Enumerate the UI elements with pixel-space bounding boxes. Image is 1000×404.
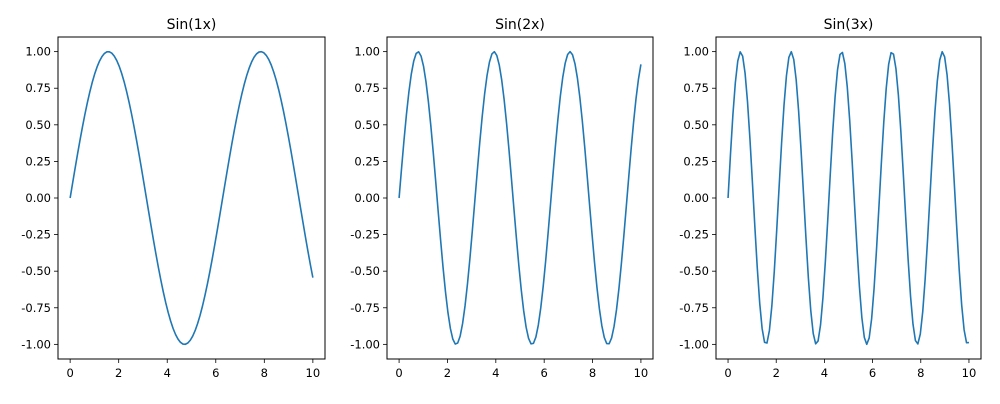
axes-frame bbox=[715, 36, 982, 360]
x-tick-label: 2 bbox=[444, 366, 451, 380]
x-tick-label: 6 bbox=[541, 366, 548, 380]
y-tick-label: 0.75 bbox=[354, 81, 380, 95]
y-tick-label: 0.75 bbox=[683, 81, 709, 95]
chart-title: Sin(1x) bbox=[167, 17, 217, 33]
y-tick-label: -0.25 bbox=[21, 228, 51, 242]
x-tick-label: 8 bbox=[589, 366, 596, 380]
x-tick-label: 2 bbox=[115, 366, 122, 380]
line-series bbox=[727, 50, 969, 346]
y-tick-label: -0.25 bbox=[350, 228, 380, 242]
y-tick-label: 0.25 bbox=[25, 154, 51, 168]
x-tick-label: 0 bbox=[395, 366, 402, 380]
y-tick-label: -0.25 bbox=[679, 228, 709, 242]
y-tick-label: 0.00 bbox=[354, 191, 380, 205]
y-tick-label: 0.50 bbox=[683, 118, 709, 132]
y-tick-label: 1.00 bbox=[354, 45, 380, 59]
y-tick-label: 0.25 bbox=[683, 154, 709, 168]
line-series bbox=[398, 50, 642, 345]
y-tick-label: 0.00 bbox=[683, 191, 709, 205]
x-tick-label: 4 bbox=[821, 366, 828, 380]
y-tick-label: 0.75 bbox=[25, 81, 51, 95]
y-tick-label: -0.75 bbox=[21, 301, 51, 315]
y-tick-label: 1.00 bbox=[683, 45, 709, 59]
subplot-2: Sin(2x) 0 2 4 6 8 10 1.00 0.75 0.50 0.25 0.00 -0.25 -… bbox=[350, 17, 654, 380]
line-series bbox=[69, 50, 314, 346]
y-tick-label: -0.75 bbox=[350, 301, 380, 315]
x-tick-label: 6 bbox=[869, 366, 876, 380]
chart-title: Sin(2x) bbox=[495, 17, 545, 33]
x-tick-label: 10 bbox=[306, 366, 321, 380]
x-tick-label: 2 bbox=[773, 366, 780, 380]
x-tick-label: 4 bbox=[164, 366, 171, 380]
y-tick-label: 0.50 bbox=[354, 118, 380, 132]
y-tick-label: -1.00 bbox=[21, 337, 51, 351]
x-tick-label: 8 bbox=[261, 366, 268, 380]
x-tick-label: 6 bbox=[212, 366, 219, 380]
subplot-1: Sin(1x) 0 2 4 6 8 10 1.00 0.75 0.50 0.25 0.00 -0.25 -… bbox=[21, 17, 326, 380]
y-tick-label: -1.00 bbox=[350, 337, 380, 351]
y-tick-label: 0.25 bbox=[354, 154, 380, 168]
x-tick-label: 0 bbox=[724, 366, 731, 380]
y-tick-label: -1.00 bbox=[679, 337, 709, 351]
x-tick-label: 8 bbox=[917, 366, 924, 380]
y-tick-label: -0.50 bbox=[21, 264, 51, 278]
y-tick-label: -0.75 bbox=[679, 301, 709, 315]
chart-title: Sin(3x) bbox=[824, 17, 874, 33]
x-tick-label: 10 bbox=[634, 366, 649, 380]
x-tick-label: 4 bbox=[492, 366, 499, 380]
axes-frame bbox=[57, 36, 326, 360]
y-tick-label: 1.00 bbox=[25, 45, 51, 59]
y-tick-label: -0.50 bbox=[350, 264, 380, 278]
y-tick-label: -0.50 bbox=[679, 264, 709, 278]
subplot-3: Sin(3x) 0 2 4 6 8 10 1.00 0.75 0.50 0.25 0.00 -0.25 -… bbox=[679, 17, 982, 380]
x-tick-label: 10 bbox=[962, 366, 977, 380]
x-tick-label: 0 bbox=[66, 366, 73, 380]
y-tick-label: 0.00 bbox=[25, 191, 51, 205]
y-tick-label: 0.50 bbox=[25, 118, 51, 132]
